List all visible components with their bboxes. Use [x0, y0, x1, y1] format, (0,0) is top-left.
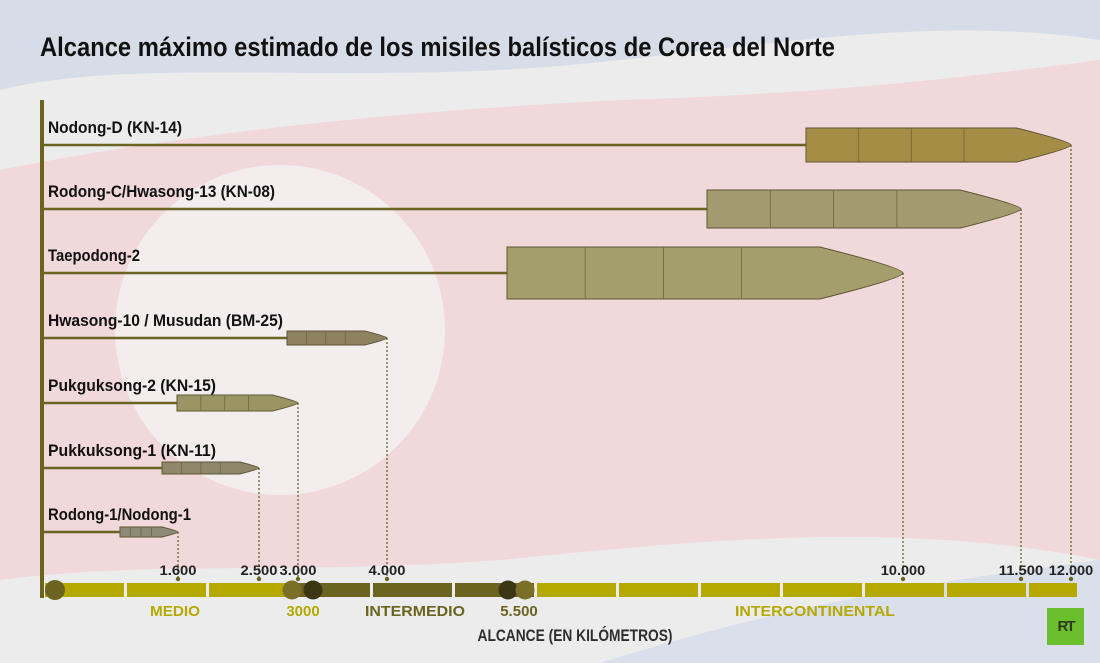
- chart-title: Alcance máximo estimado de los misiles b…: [40, 32, 835, 62]
- missile-label: Rodong-1/Nodong-1: [48, 505, 191, 524]
- tick-dot: [1018, 576, 1024, 582]
- range-bar-segment: [865, 583, 944, 597]
- missile-shape: [286, 330, 388, 346]
- axis-origin-marker: [45, 580, 65, 600]
- tick-label: 3.000: [280, 562, 317, 578]
- missile-shape: [161, 461, 260, 475]
- range-bar-segment: [373, 583, 452, 597]
- band-marker: [515, 580, 535, 600]
- missile-row: Pukkuksong-1 (KN-11) 2.500: [44, 441, 278, 582]
- range-bar-segment: [291, 583, 370, 597]
- tick-label: 10.000: [881, 562, 926, 578]
- rt-logo: RT: [1047, 608, 1084, 645]
- band-boundary-label: 3000: [286, 603, 319, 620]
- tick-label: 1.600: [160, 562, 197, 578]
- x-axis-label: ALCANCE (EN KILÓMETROS): [478, 626, 673, 645]
- band-marker: [498, 580, 518, 600]
- tick-label: 12.000: [1049, 562, 1094, 578]
- missile-label: Nodong-D (KN-14): [48, 118, 182, 137]
- missile-label: Rodong-C/Hwasong-13 (KN-08): [48, 182, 275, 201]
- tick-label: 4.000: [369, 562, 406, 578]
- tick-dot: [175, 576, 181, 582]
- range-bar-segment: [127, 583, 206, 597]
- missile-shape: [176, 394, 299, 412]
- tick-label: 2.500: [241, 562, 278, 578]
- missile-shape: [805, 127, 1072, 163]
- range-bar-segment: [783, 583, 862, 597]
- tick-dot: [900, 576, 906, 582]
- missile-row: Taepodong-2 10.000: [44, 246, 926, 582]
- tick-dot: [295, 576, 301, 582]
- range-bar-segment: [619, 583, 698, 597]
- missile-row: Nodong-D (KN-14) 12.000: [44, 118, 1094, 582]
- tick-dot: [1068, 576, 1074, 582]
- range-bar-segment: [947, 583, 1026, 597]
- band-marker: [282, 580, 302, 600]
- missile-row: Hwasong-10 / Musudan (BM-25) 4.000: [44, 311, 406, 582]
- missile-label: Hwasong-10 / Musudan (BM-25): [48, 311, 283, 330]
- tick-dot: [256, 576, 262, 582]
- missile-row: Pukguksong-2 (KN-15) 3.000: [44, 376, 317, 582]
- band-label: INTERMEDIO: [365, 603, 465, 620]
- missile-label: Taepodong-2: [48, 246, 140, 265]
- range-bar-segment: [701, 583, 780, 597]
- missile-shape: [706, 189, 1022, 229]
- band-label: INTERCONTINENTAL: [735, 603, 895, 620]
- band-boundary-label: 5.500: [500, 603, 538, 620]
- missile-label: Pukkuksong-1 (KN-11): [48, 441, 216, 460]
- tick-label: 11.500: [999, 562, 1044, 578]
- range-bar-segment: [209, 583, 288, 597]
- missile-row: Rodong-C/Hwasong-13 (KN-08) 11.500: [44, 182, 1044, 582]
- band-marker: [303, 580, 323, 600]
- range-bar-segment: [1029, 583, 1077, 597]
- tick-dot: [384, 576, 390, 582]
- range-bar-segment: [537, 583, 616, 597]
- band-label: MEDIO: [150, 603, 200, 620]
- y-axis-line: [40, 100, 44, 598]
- range-bar-segment: [45, 583, 124, 597]
- missile-label: Pukguksong-2 (KN-15): [48, 376, 216, 395]
- missile-shape: [119, 526, 179, 538]
- missile-row: Rodong-1/Nodong-1 1.600: [44, 505, 197, 582]
- missile-shape: [506, 246, 904, 300]
